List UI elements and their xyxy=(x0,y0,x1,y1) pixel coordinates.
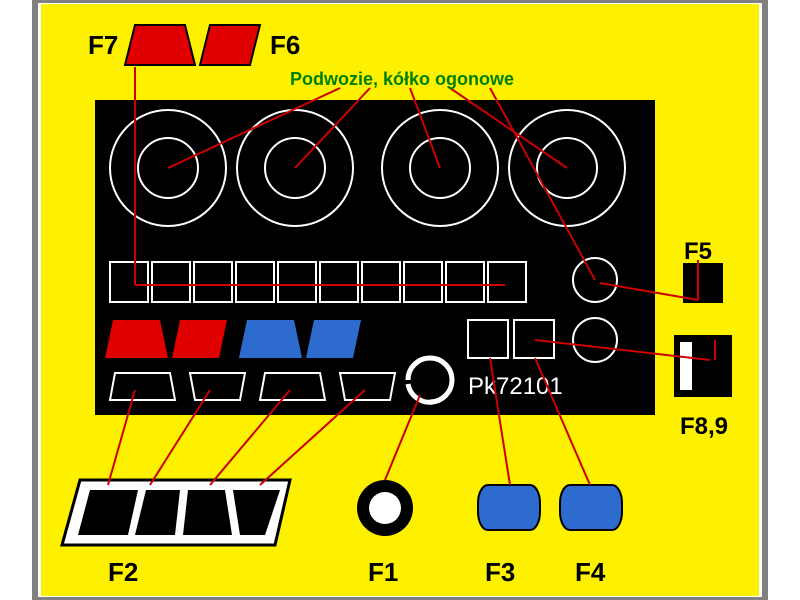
f89-white-strip xyxy=(680,342,692,390)
label-F4: F4 xyxy=(575,557,606,587)
label-F5: F5 xyxy=(684,238,712,265)
colored-panel-2 xyxy=(239,320,302,358)
label-F7: F7 xyxy=(88,30,118,60)
label-F89: F8,9 xyxy=(680,413,728,440)
f2-pane-2 xyxy=(183,490,232,535)
red-canopy-mask-0 xyxy=(125,25,195,65)
label-F2: F2 xyxy=(108,557,138,587)
colored-panel-3 xyxy=(306,320,361,358)
mask-diagram: Pk72101 Podwozie, kółko ogonowe F7 F6 F5 F8,9… xyxy=(0,0,800,600)
colored-panel-0 xyxy=(105,320,168,358)
title-text: Podwozie, kółko ogonowe xyxy=(290,69,514,89)
colored-panel-1 xyxy=(172,320,227,358)
label-F1: F1 xyxy=(368,557,398,587)
black-mask-panel xyxy=(95,100,655,415)
product-code: Pk72101 xyxy=(468,373,563,400)
label-F6: F6 xyxy=(270,30,300,60)
f1-ring-inner xyxy=(369,492,401,524)
blue-panel-1 xyxy=(560,485,622,530)
red-canopy-mask-1 xyxy=(200,25,260,65)
blue-panel-0 xyxy=(478,485,540,530)
label-F3: F3 xyxy=(485,557,515,587)
external-black-rect-0 xyxy=(683,263,723,303)
